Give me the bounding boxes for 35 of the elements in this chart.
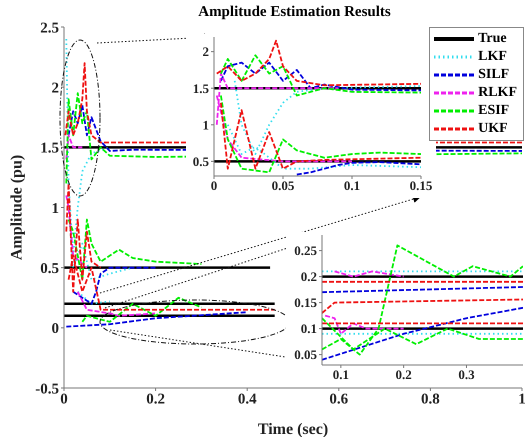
y-tick-label: 0.05 xyxy=(294,347,318,362)
x-tick-label: 0.3 xyxy=(458,367,476,382)
y-tick-label: 0.1 xyxy=(300,321,317,336)
legend-label: LKF xyxy=(478,49,507,65)
x-tick-label: 0.4 xyxy=(238,392,258,408)
y-tick-label: 0 xyxy=(52,321,59,338)
y-axis-title: Amplitude (pu) xyxy=(8,154,26,260)
y-tick-label: 1.5 xyxy=(192,80,210,96)
x-tick-label: 0.6 xyxy=(329,392,349,408)
chart-title: Amplitude Estimation Results xyxy=(197,4,392,21)
y-tick-label: 0.25 xyxy=(294,243,318,258)
y-tick-label: 2 xyxy=(202,44,209,60)
y-tick-label: 1.5 xyxy=(40,140,59,157)
legend-label: True xyxy=(478,31,507,47)
y-tick-label: 2.5 xyxy=(40,20,59,36)
x-tick-label: 1 xyxy=(518,392,526,408)
legend-label: ESIF xyxy=(478,103,510,119)
y-tick-label: 0.15 xyxy=(294,295,318,310)
x-tick-label: 0.8 xyxy=(421,392,440,408)
x-tick-label: 0.1 xyxy=(332,367,349,382)
y-tick-label: 0.2 xyxy=(300,269,317,284)
x-tick-label: 0.1 xyxy=(344,178,360,194)
y-tick-label: 1 xyxy=(52,200,59,217)
y-tick-label: 1 xyxy=(202,117,209,132)
y-tick-label: 0.5 xyxy=(192,154,210,169)
x-tick-label: 0.05 xyxy=(272,178,295,194)
legend-label: RLKF xyxy=(478,85,517,101)
x-tick-label: 0.2 xyxy=(396,367,412,382)
legend-label: SILF xyxy=(478,67,510,83)
y-tick-label: 2 xyxy=(52,80,59,96)
x-tick-label: 0.15 xyxy=(410,178,433,194)
x-tick-label: 0.2 xyxy=(146,392,165,408)
y-tick-label: -0.5 xyxy=(35,381,59,398)
y-tick-label: 0.5 xyxy=(40,260,59,277)
legend-label: UKF xyxy=(478,121,508,137)
